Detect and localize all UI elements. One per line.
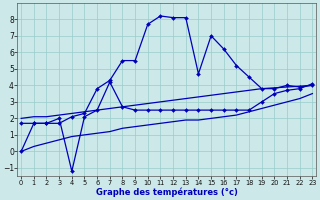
X-axis label: Graphe des températures (°c): Graphe des températures (°c) bbox=[96, 188, 238, 197]
